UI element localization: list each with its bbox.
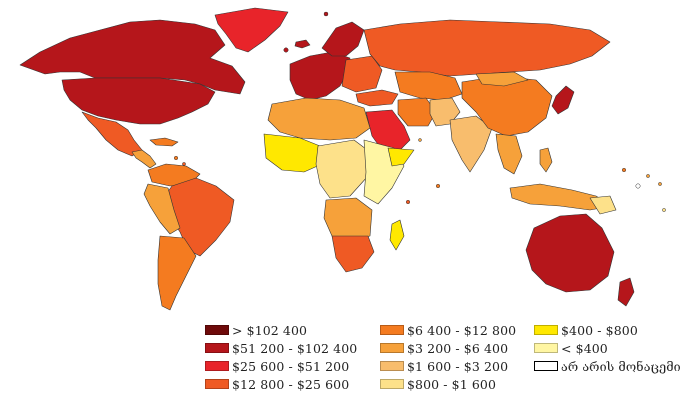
- region-central-africa: [315, 139, 371, 199]
- island-marker: [182, 162, 186, 166]
- island-marker: [662, 208, 666, 212]
- legend-item: $1 600 - $3 200: [380, 358, 508, 374]
- legend-label: $12 800 - $25 600: [232, 376, 350, 392]
- region-caribbean: [149, 137, 179, 147]
- region-south-central-asia: [429, 97, 461, 127]
- legend-label: $400 - $800: [561, 322, 638, 338]
- legend-item: $25 600 - $51 200: [205, 358, 349, 374]
- legend-label: $800 - $1 600: [407, 376, 497, 392]
- legend-swatch: [380, 361, 404, 371]
- region-india: [449, 115, 493, 173]
- legend-swatch: [380, 325, 404, 335]
- legend-item: > $102 400: [205, 322, 307, 338]
- region-japan: [551, 85, 575, 115]
- island-marker: [323, 11, 329, 17]
- region-iran: [397, 97, 437, 127]
- legend-label: $1 600 - $3 200: [407, 358, 509, 374]
- region-central-asia: [394, 71, 463, 101]
- region-southeast-asia: [495, 133, 523, 175]
- region-peru-bolivia: [143, 183, 181, 235]
- legend-swatch: [380, 379, 404, 389]
- region-iceland: [294, 39, 311, 49]
- legend-swatch: [205, 325, 229, 335]
- legend-item: $6 400 - $12 800: [380, 322, 516, 338]
- legend-label: > $102 400: [232, 322, 308, 338]
- legend-swatch: [205, 379, 229, 389]
- region-western-europe: [289, 51, 351, 101]
- legend-swatch: [380, 343, 404, 353]
- legend-item: $12 800 - $25 600: [205, 376, 349, 392]
- island-marker: [435, 183, 441, 189]
- island-marker: [405, 199, 411, 205]
- region-madagascar: [389, 219, 405, 251]
- legend-label: $6 400 - $12 800: [407, 322, 517, 338]
- legend-label: < $400: [561, 340, 608, 356]
- region-greenland: [214, 7, 289, 53]
- island-marker: [635, 183, 641, 189]
- region-argentina-chile: [157, 235, 197, 311]
- island-marker: [283, 47, 289, 53]
- legend-swatch: [534, 325, 558, 335]
- region-png: [589, 195, 617, 215]
- region-scandinavia: [321, 21, 365, 57]
- legend-item: $800 - $1 600: [380, 376, 496, 392]
- legend-item: არ არის მონაცემი: [534, 358, 681, 374]
- legend-swatch-no-data: [534, 361, 558, 371]
- region-central-america: [131, 149, 157, 169]
- legend-swatch: [205, 343, 229, 353]
- legend-label: არ არის მონაცემი: [561, 358, 681, 374]
- region-southern-central-africa: [323, 197, 373, 241]
- legend-item: $400 - $800: [534, 322, 638, 338]
- legend-swatch: [205, 361, 229, 371]
- legend-label: $51 200 - $102 400: [232, 340, 358, 356]
- region-arabia: [365, 109, 411, 153]
- legend-label: $3 200 - $6 400: [407, 340, 509, 356]
- island-marker: [418, 138, 422, 142]
- region-usa: [61, 77, 216, 125]
- region-philippines: [539, 147, 553, 173]
- region-russia: [363, 19, 611, 77]
- legend-item: $3 200 - $6 400: [380, 340, 508, 356]
- island-marker: [173, 155, 179, 161]
- island-marker: [658, 182, 662, 186]
- legend-item: $51 200 - $102 400: [205, 340, 357, 356]
- legend-label: $25 600 - $51 200: [232, 358, 350, 374]
- region-australia: [525, 213, 615, 293]
- region-mongolia: [475, 71, 529, 87]
- legend-swatch: [534, 343, 558, 353]
- region-horn-africa: [387, 147, 415, 167]
- region-canada-alaska: [19, 19, 246, 95]
- region-turkey: [355, 89, 399, 107]
- region-southern-africa: [331, 235, 375, 273]
- region-north-africa: [267, 97, 371, 141]
- region-new-zealand: [617, 277, 635, 307]
- island-marker: [621, 167, 627, 173]
- legend-item: < $400: [534, 340, 608, 356]
- region-west-africa: [263, 133, 323, 173]
- island-marker: [646, 174, 650, 178]
